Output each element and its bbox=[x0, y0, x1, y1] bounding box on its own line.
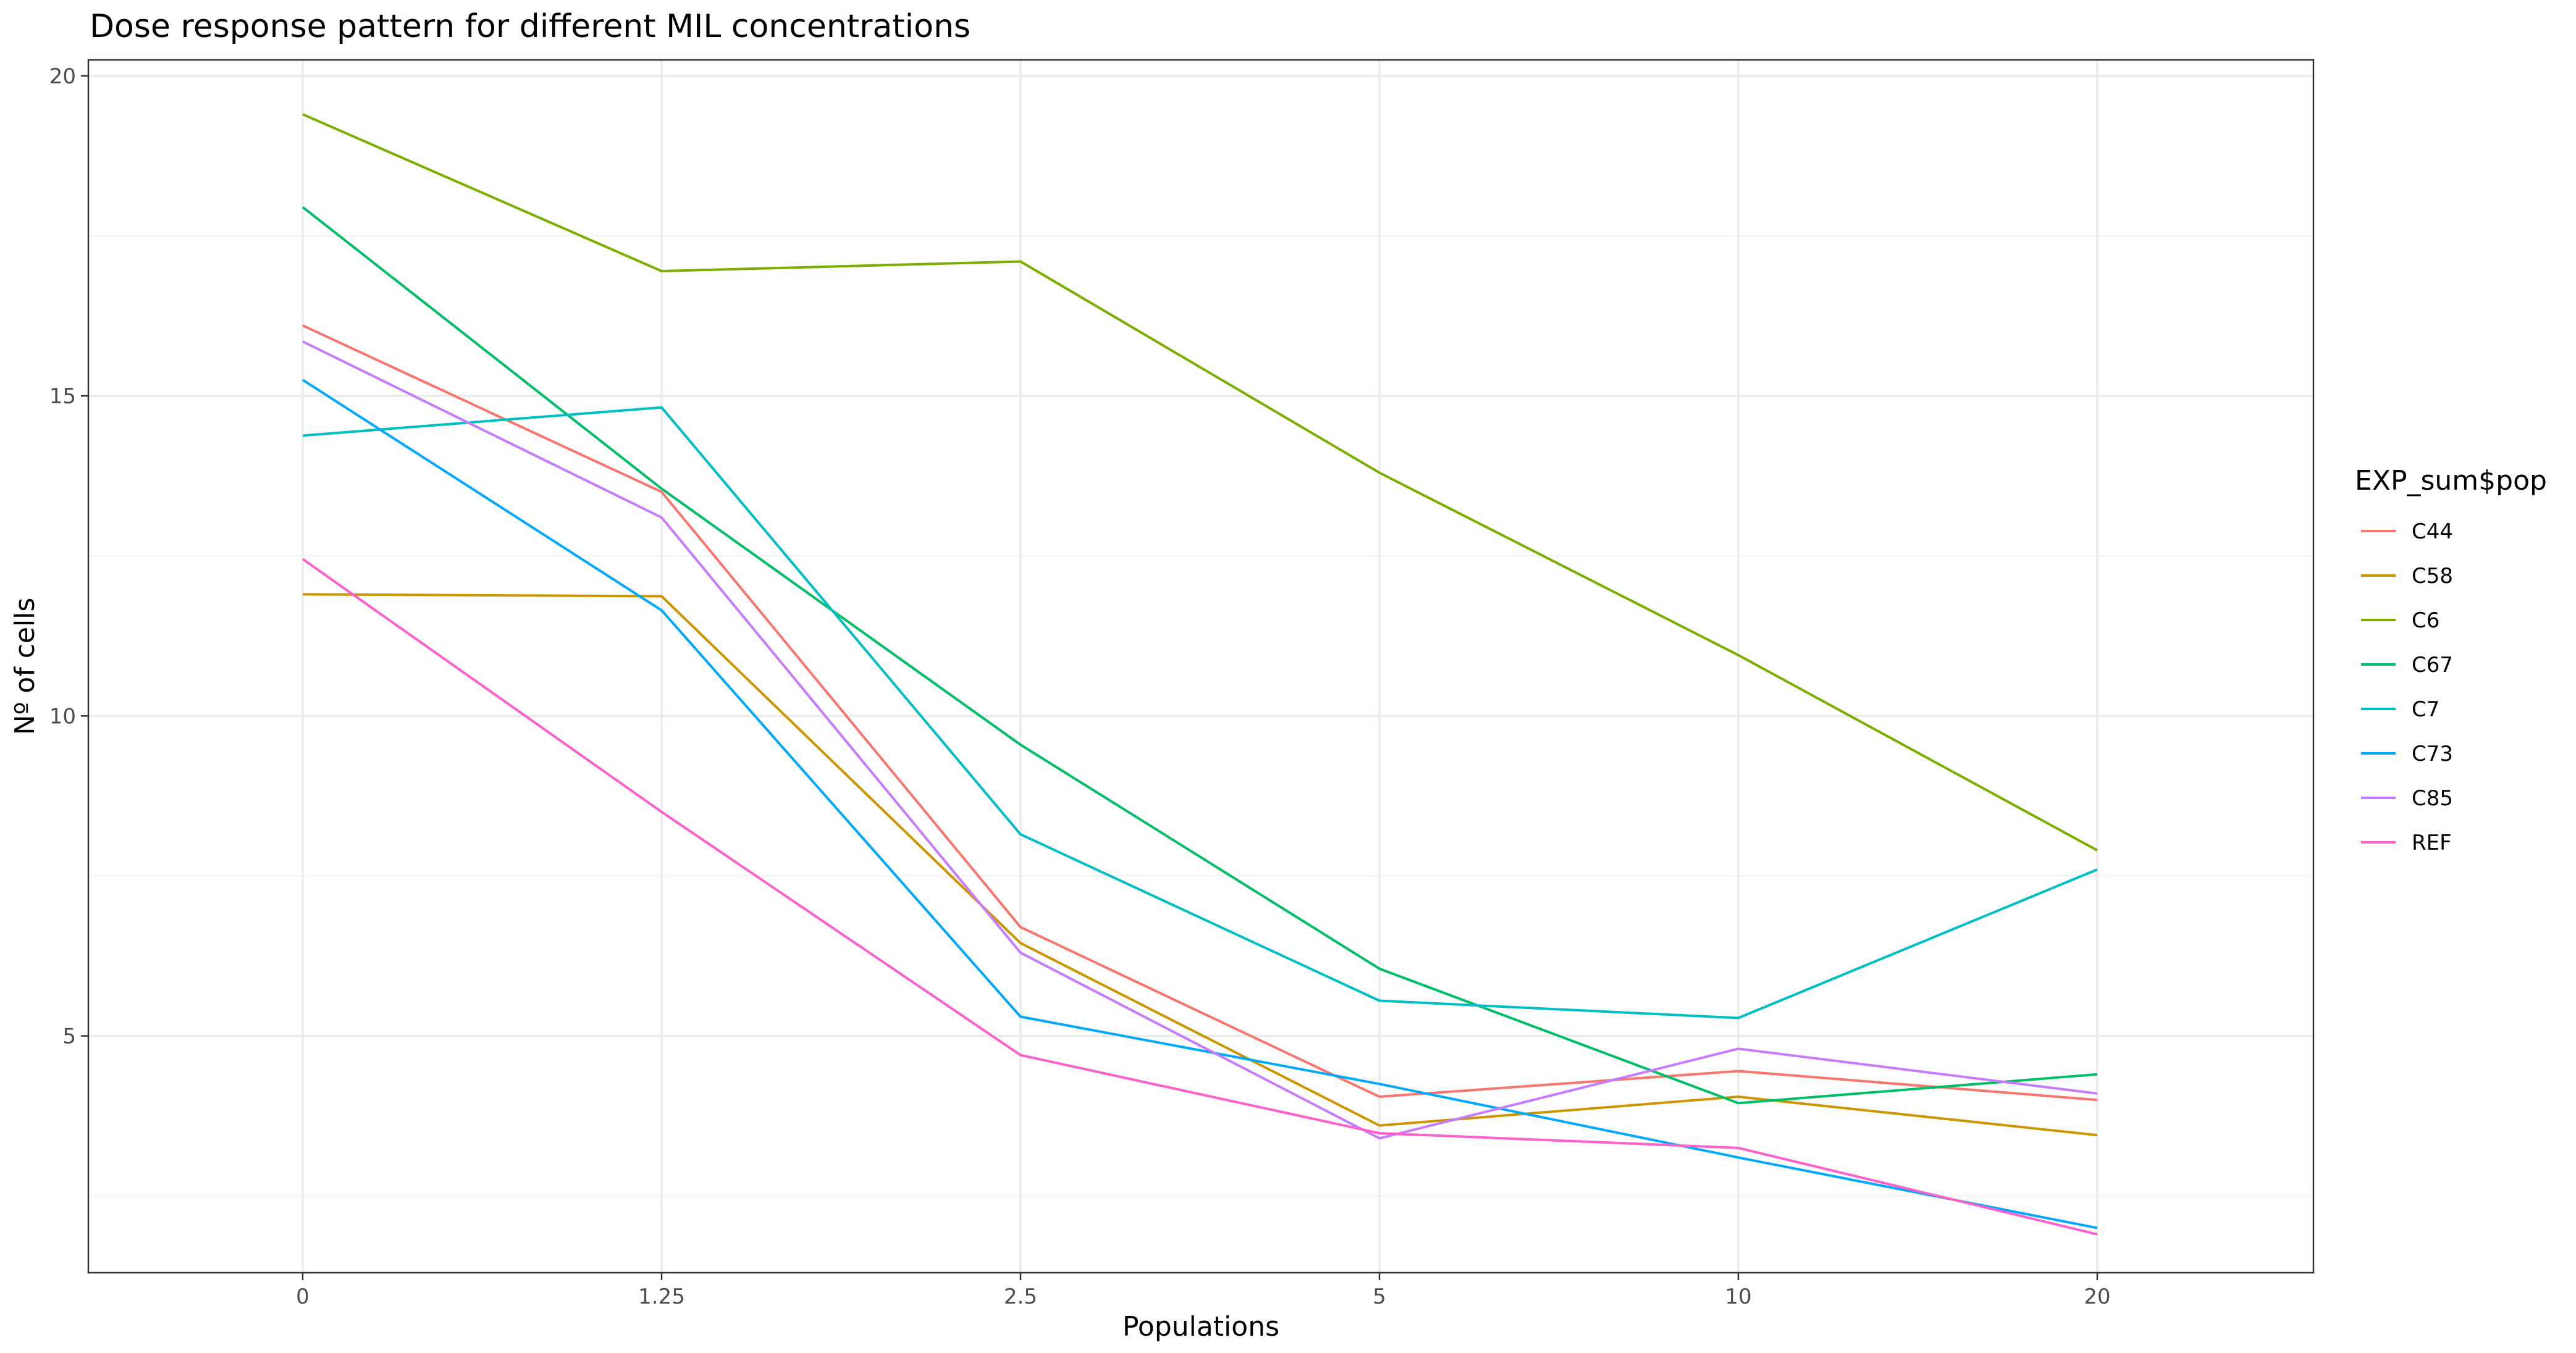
legend-label-ref: REF bbox=[2412, 831, 2452, 855]
x-tick-label: 20 bbox=[2084, 1284, 2110, 1309]
legend-label-c85: C85 bbox=[2412, 786, 2453, 811]
legend-label-c44: C44 bbox=[2412, 519, 2453, 544]
legend-label-c73: C73 bbox=[2412, 742, 2453, 766]
series-line-c67 bbox=[301, 206, 2098, 1105]
y-tick-label: 10 bbox=[49, 704, 76, 729]
series-lines bbox=[301, 113, 2098, 1236]
x-tick-label: 5 bbox=[1373, 1284, 1386, 1309]
y-tick-label: 20 bbox=[49, 64, 76, 89]
axes: 5 10 15 20 0 1.25 2.5 5 10 20 bbox=[49, 64, 2111, 1309]
series-line-ref bbox=[301, 558, 2098, 1236]
series-line-c44 bbox=[302, 324, 2098, 1102]
series-line-c6 bbox=[302, 113, 2098, 852]
x-tick-label: 2.5 bbox=[1004, 1284, 1037, 1309]
series-line-c85 bbox=[302, 340, 2098, 1140]
chart-title: Dose response pattern for different MIL … bbox=[90, 8, 970, 45]
legend-label-c6: C6 bbox=[2412, 608, 2439, 633]
legend-label-c7: C7 bbox=[2412, 697, 2439, 722]
x-tick-label: 1.25 bbox=[638, 1284, 685, 1309]
x-tick-label: 10 bbox=[1725, 1284, 1751, 1309]
y-tick-label: 5 bbox=[62, 1024, 76, 1049]
legend-label-c67: C67 bbox=[2412, 653, 2453, 677]
series-line-c73 bbox=[301, 379, 2098, 1229]
y-axis-title: Nº of cells bbox=[9, 598, 41, 735]
legend: EXP_sum$pop C44 C58 C6 C67 C7 C73 C85 REF bbox=[2355, 465, 2547, 855]
series-line-c7 bbox=[302, 406, 2098, 1020]
plot-panel-border bbox=[87, 59, 2315, 1274]
series-line-c58 bbox=[302, 593, 2098, 1137]
legend-label-c58: C58 bbox=[2412, 564, 2453, 589]
y-tick-label: 15 bbox=[49, 384, 76, 409]
legend-title: EXP_sum$pop bbox=[2355, 465, 2547, 496]
x-tick-label: 0 bbox=[296, 1284, 309, 1309]
x-axis-title: Populations bbox=[1122, 1311, 1279, 1343]
